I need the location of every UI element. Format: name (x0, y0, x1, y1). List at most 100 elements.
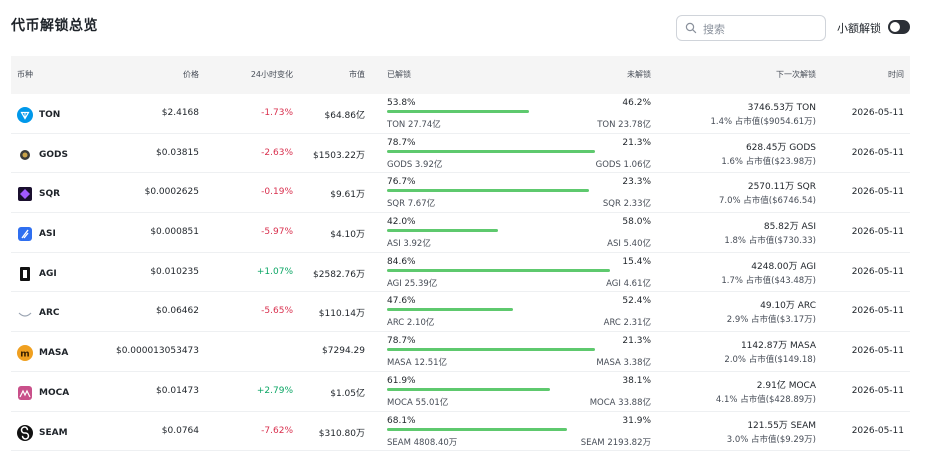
next-unlock-value: 1.7% 占市值($43.48万) (721, 275, 816, 286)
unlocked-percent: 78.7% (387, 336, 416, 347)
small-unlock-toggle[interactable] (888, 20, 910, 34)
next-unlock-amount: 49.10万 ARC (760, 301, 816, 312)
unlock-time: 2026-05-11 (851, 346, 904, 357)
change-24h: -0.19% (261, 187, 293, 198)
small-unlock-label: 小额解锁 (837, 22, 881, 35)
coin-cell[interactable]: TON (17, 107, 60, 123)
coin-cell[interactable]: AGI (17, 266, 57, 282)
unlocked-amount: TON 27.74亿 (387, 120, 441, 130)
market-cap: $7294.29 (322, 346, 365, 357)
table-row[interactable]: AGI $0.010235 +1.07% $2582.76万 84.6% 15.4% AGI… (11, 253, 910, 293)
coin-cell[interactable]: GODS (17, 147, 68, 163)
col-change[interactable]: 24小时变化 (250, 70, 293, 79)
coin-symbol: MOCA (39, 387, 70, 398)
locked-amount: MOCA 33.88亿 (589, 397, 651, 408)
locked-percent: 38.1% (622, 375, 651, 386)
unlock-progress-bar (387, 387, 651, 391)
col-time[interactable]: 时间 (888, 70, 904, 79)
market-cap: $110.14万 (318, 309, 365, 320)
unlocked-percent: 76.7% (387, 177, 416, 188)
coin-symbol: MASA (39, 348, 69, 359)
next-unlock-amount: 2.91亿 MOCA (756, 380, 816, 391)
col-next-unlock[interactable]: 下一次解锁 (776, 70, 816, 79)
change-24h: +2.79% (256, 385, 293, 396)
market-cap: $64.86亿 (324, 111, 366, 121)
price: $0.01473 (156, 385, 199, 396)
coin-cell[interactable]: ARC (17, 305, 60, 321)
table-row[interactable]: MOCA $0.01473 +2.79% $1.05亿 61.9% 38.1% MOCA 5… (11, 372, 910, 412)
coin-cell[interactable]: MOCA (17, 385, 69, 401)
col-unlocked[interactable]: 已解锁 (387, 70, 411, 79)
unlock-progress-bar (387, 427, 651, 431)
next-unlock-value: 3.0% 占市值($9.29万) (726, 434, 816, 445)
unlocked-amount: ARC 2.10亿 (387, 318, 435, 329)
coin-cell[interactable]: SQR (17, 186, 60, 202)
unlocked-percent: 84.6% (387, 256, 416, 267)
unlock-progress-fill (387, 110, 530, 113)
ton-icon (17, 107, 33, 123)
coin-cell[interactable]: ASI (17, 226, 56, 242)
next-unlock-amount: 4248.00万 AGI (751, 261, 816, 272)
unlocked-amount: SEAM 4808.40万 (387, 437, 458, 448)
unlocked-percent: 42.0% (387, 217, 416, 228)
locked-percent: 31.9% (622, 415, 651, 426)
price: $0.06462 (156, 306, 199, 317)
table-row[interactable]: ASI $0.000851 -5.97% $4.10万 42.0% 58.0% ASI 3.… (11, 213, 910, 253)
unlocked-amount: GODS 3.92亿 (387, 159, 443, 170)
unlock-table: 币种 价格 24小时变化 市值 已解锁 未解锁 下一次解锁 时间 TON $2.4… (11, 56, 910, 452)
col-price[interactable]: 价格 (183, 70, 199, 79)
col-locked[interactable]: 未解锁 (627, 70, 651, 79)
unlock-progress-fill (387, 189, 590, 193)
change-24h: -5.65% (261, 306, 293, 317)
market-cap: $4.10万 (330, 230, 365, 241)
next-unlock-amount: 628.45万 GODS (745, 142, 816, 153)
coin-symbol: ASI (39, 229, 56, 240)
unlock-progress-bar (387, 268, 651, 272)
unlocked-percent: 68.1% (387, 415, 416, 426)
price: $0.000851 (150, 227, 199, 238)
agi-icon (17, 266, 33, 282)
coin-cell[interactable]: m MASA (17, 345, 69, 362)
col-coin[interactable]: 币种 (17, 70, 33, 79)
coin-cell[interactable]: SEAM (17, 424, 68, 441)
table-row[interactable]: SQR $0.0002625 -0.19% $9.61万 76.7% 23.3% SQR 7… (11, 173, 910, 214)
seam-icon (17, 424, 33, 441)
asi-icon (17, 226, 33, 242)
locked-amount: SEAM 2193.82万 (580, 437, 651, 448)
unlocked-percent: 47.6% (387, 296, 416, 307)
table-row[interactable]: GODS $0.03815 -2.63% $1503.22万 78.7% 21.3% GOD… (11, 134, 910, 174)
table-row[interactable]: SEAM $0.0764 -7.62% $310.80万 68.1% 31.9% SEAM … (11, 412, 910, 452)
table-row[interactable]: m MASA $0.000013053473 $7294.29 78.7% 21.3% MA… (11, 332, 910, 372)
next-unlock-value: 2.0% 占市值($149.18) (724, 355, 816, 366)
locked-percent: 52.4% (622, 296, 651, 307)
price: $0.0002625 (144, 187, 199, 198)
market-cap: $1.05亿 (330, 388, 365, 399)
price: $0.000013053473 (115, 346, 199, 357)
unlock-progress-fill (387, 268, 611, 272)
search-input[interactable] (701, 19, 823, 39)
locked-percent: 15.4% (622, 256, 651, 267)
locked-amount: MASA 3.38亿 (596, 358, 651, 369)
change-24h: -2.63% (261, 147, 293, 158)
table-body: TON $2.4168 -1.73% $64.86亿 53.8% 46.2% TON 27.… (11, 94, 910, 452)
unlock-progress-bar (387, 229, 651, 233)
unlocked-amount: ASI 3.92亿 (387, 239, 431, 250)
next-unlock-value: 1.8% 占市值($730.33) (724, 236, 816, 247)
unlocked-percent: 61.9% (387, 375, 416, 386)
next-unlock-amount: 1142.87万 MASA (740, 341, 816, 352)
table-row[interactable]: ARC $0.06462 -5.65% $110.14万 47.6% 52.4% ARC 2… (11, 292, 910, 333)
change-24h: -7.62% (261, 425, 293, 436)
toggle-knob (890, 22, 900, 32)
locked-percent: 46.2% (622, 98, 651, 108)
masa-icon: m (17, 345, 33, 362)
unlock-progress-bar (387, 189, 651, 193)
svg-text:m: m (20, 350, 29, 360)
market-cap: $1503.22万 (313, 150, 365, 161)
search-box[interactable] (676, 15, 826, 41)
table-header: 币种 价格 24小时变化 市值 已解锁 未解锁 下一次解锁 时间 (11, 56, 910, 94)
next-unlock-amount: 2570.11万 SQR (747, 182, 816, 193)
market-cap: $2582.76万 (313, 269, 365, 280)
table-row[interactable]: TON $2.4168 -1.73% $64.86亿 53.8% 46.2% TON 27.… (11, 94, 910, 134)
col-mcap[interactable]: 市值 (349, 70, 365, 79)
change-24h: -1.73% (261, 108, 293, 118)
